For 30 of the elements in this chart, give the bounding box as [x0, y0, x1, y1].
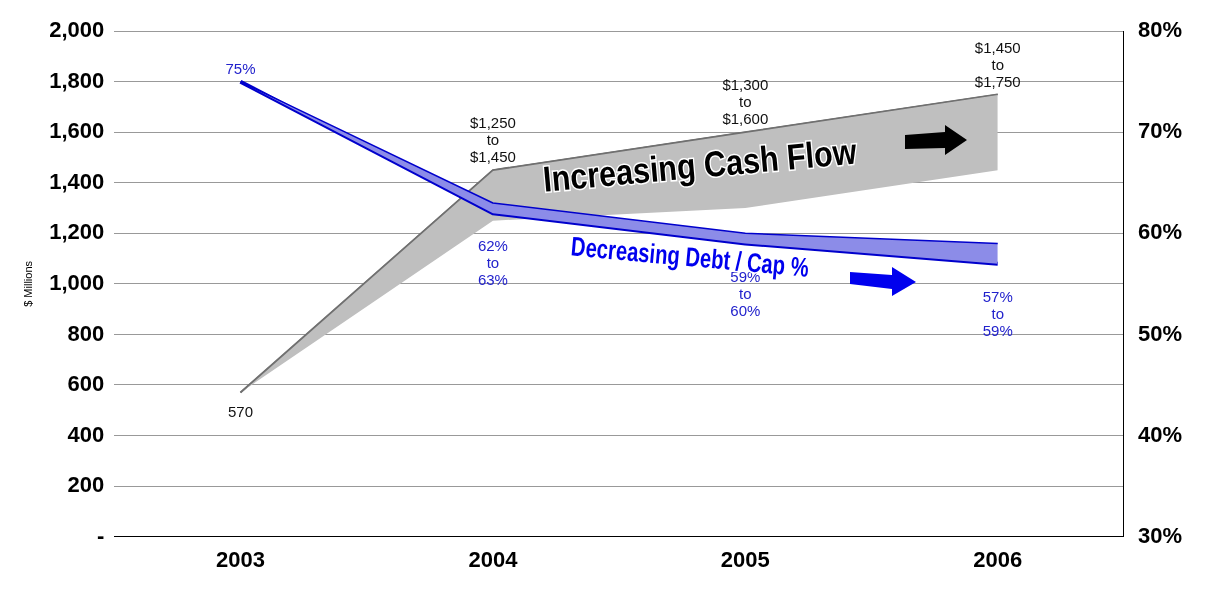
y-tick-label: 1,200: [49, 219, 105, 245]
y-tick-label: 1,800: [49, 67, 105, 93]
x-tick-label: 2003: [215, 546, 265, 572]
y-tick-label: 800: [67, 320, 105, 346]
y-tick-label: 2,000: [49, 17, 105, 43]
y2-tick-label: 50%: [1137, 320, 1183, 346]
y2-tick-label: 80%: [1137, 17, 1183, 43]
annotation: Increasing Cash Flow: [541, 131, 859, 200]
y-tick-label: 200: [67, 472, 105, 498]
y2-tick-label: 70%: [1137, 118, 1183, 144]
data-label: $1,450 to $1,750: [974, 38, 1021, 90]
y-axis-title: $ Millions: [21, 260, 34, 307]
y-tick-label: -: [96, 522, 105, 548]
x-tick-label: 2004: [468, 546, 519, 572]
y-tick-label: 400: [67, 421, 105, 447]
y-tick-label: 1,600: [49, 118, 105, 144]
data-label: 75%: [225, 59, 256, 77]
y-tick-label: 600: [67, 371, 105, 397]
data-label: 57% to 59%: [982, 287, 1013, 339]
data-label: $1,250 to $1,450: [469, 114, 516, 166]
y-tick-label: 1,000: [49, 269, 105, 295]
y-tick-label: 1,400: [49, 168, 105, 194]
data-label: 570: [227, 402, 253, 420]
x-tick-label: 2005: [720, 546, 770, 572]
y2-tick-label: 40%: [1137, 421, 1183, 447]
data-label: $1,300 to $1,600: [722, 76, 769, 128]
x-tick-label: 2006: [973, 546, 1023, 572]
y2-tick-label: 60%: [1137, 219, 1183, 245]
data-label: 62% to 63%: [477, 237, 508, 289]
y2-tick-label: 30%: [1137, 522, 1183, 548]
